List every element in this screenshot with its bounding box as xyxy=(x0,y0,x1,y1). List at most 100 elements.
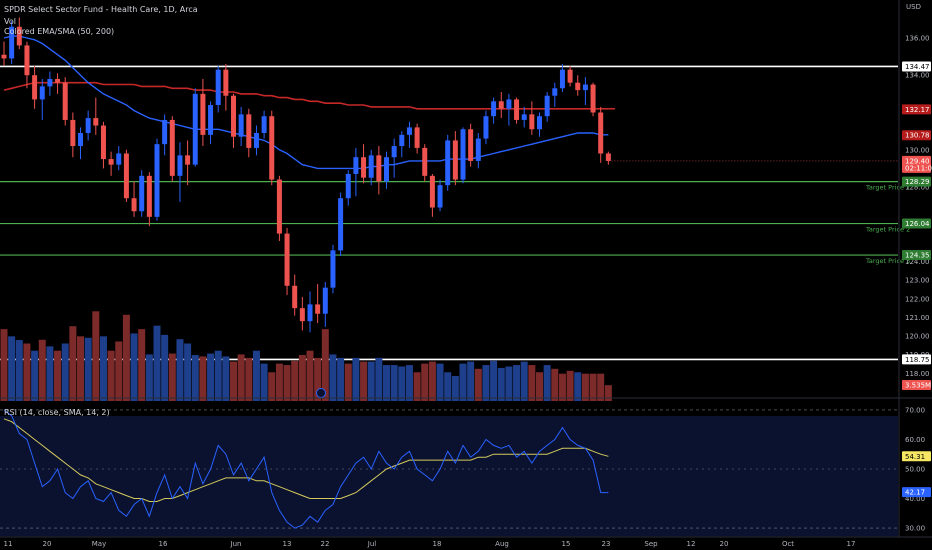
candle-body xyxy=(269,116,275,180)
sma200-line xyxy=(3,81,609,110)
volume-bar xyxy=(436,363,444,401)
volume-bar xyxy=(451,375,459,401)
volume-bar xyxy=(306,350,314,401)
volume-bar xyxy=(199,356,207,401)
candle-body xyxy=(399,134,405,147)
volume-bar xyxy=(176,339,184,401)
volume-bar xyxy=(352,357,360,401)
level-badge-134.47-bg xyxy=(902,61,931,72)
rsi-badge-label: 42.17 xyxy=(905,489,925,497)
volume-bar xyxy=(604,385,612,401)
candle-body xyxy=(215,69,221,106)
candle-body xyxy=(131,198,137,212)
price-tick-label: 122.00 xyxy=(905,295,930,303)
candle-body xyxy=(483,116,489,139)
time-tick-label: Oct xyxy=(782,540,794,548)
price-axis-currency: USD xyxy=(906,3,921,11)
candle-body xyxy=(582,84,588,91)
candle-body xyxy=(246,114,252,148)
volume-bar xyxy=(298,355,306,401)
ema-sma-legend[interactable]: Colored EMA/SMA (50, 200) xyxy=(4,27,115,36)
candle-body xyxy=(292,285,298,309)
candle-body xyxy=(537,116,542,130)
last-price-badge-bg xyxy=(902,155,931,173)
candle-body xyxy=(146,175,152,217)
rsi-tick-label: 40.00 xyxy=(905,495,925,503)
volume-bar xyxy=(337,357,345,401)
volume-bar xyxy=(99,336,107,401)
rsi-tick-label: 60.00 xyxy=(905,436,925,444)
volume-bar xyxy=(459,363,467,401)
candle-body xyxy=(307,304,313,322)
candle-body xyxy=(414,127,420,148)
candle-body xyxy=(299,308,305,322)
price-tick-label: 130.00 xyxy=(905,146,930,154)
candle-body xyxy=(253,132,259,148)
candle-body xyxy=(322,287,328,314)
volume-bar xyxy=(77,336,84,401)
volume-bar xyxy=(558,373,566,401)
candle-body xyxy=(529,114,535,130)
candle-body xyxy=(452,140,458,180)
rsi-ma-badge-label: 54.31 xyxy=(905,453,925,461)
volume-bar xyxy=(107,350,115,401)
volume-bar xyxy=(191,355,199,401)
volume-bar xyxy=(153,325,161,401)
rsi-legend[interactable]: RSI (14, close, SMA, 14, 2) xyxy=(4,408,110,417)
volume-bar xyxy=(474,368,482,401)
candle-body xyxy=(598,112,604,154)
volume-legend[interactable]: Vol xyxy=(4,17,16,26)
volume-bar xyxy=(245,357,253,401)
rsi-scale[interactable]: 70.00 60.00 50.00 40.00 30.00 xyxy=(905,406,925,532)
candle-body xyxy=(223,69,229,96)
volume-bar xyxy=(597,373,605,401)
volume-bar xyxy=(291,360,299,401)
candle-body xyxy=(185,155,191,165)
candle-body xyxy=(16,26,22,46)
volume-bar xyxy=(222,356,230,401)
candle-body xyxy=(544,95,550,117)
symbol-title[interactable]: SPDR Select Sector Fund - Health Care, 1… xyxy=(4,5,198,14)
volume-bar xyxy=(367,361,375,401)
candle-body xyxy=(491,101,497,117)
candle-body xyxy=(55,78,61,83)
time-tick-label: Jul xyxy=(367,540,377,548)
volume-bar xyxy=(15,340,23,401)
volume-bar xyxy=(551,368,559,401)
target-price-tag: Target Price 3 xyxy=(865,257,910,265)
candle-body xyxy=(261,116,267,133)
candle-body xyxy=(192,93,198,165)
rsi-line xyxy=(3,409,609,529)
level-badge-134.47-label: 134.47 xyxy=(905,63,930,71)
candle-body xyxy=(154,144,160,217)
rsi-pane[interactable] xyxy=(0,397,932,537)
candle-body xyxy=(276,179,282,234)
candle-body xyxy=(162,119,168,145)
level-badge-124.35-bg xyxy=(902,250,931,261)
price-scale[interactable]: USD136.00134.00130.00128.00126.00124.001… xyxy=(898,0,930,537)
candle-body xyxy=(284,233,290,286)
time-tick-label: 13 xyxy=(283,540,292,548)
volume-bar xyxy=(566,370,574,401)
time-tick-label: May xyxy=(92,540,106,548)
volume-bar xyxy=(31,350,39,401)
price-pane[interactable]: Target Price 1 Target Price 2 Target Price… xyxy=(0,17,910,361)
candle-body xyxy=(422,147,428,176)
volume-bar xyxy=(161,334,169,401)
time-tick-label: 22 xyxy=(321,540,330,548)
volume-bar xyxy=(260,363,268,401)
candle-body xyxy=(559,69,565,89)
rsi-band-fill xyxy=(0,416,898,537)
time-scale[interactable]: 11 20 May 16 Jun 13 22 Jul 18 Aug 15 23 Sep 12 20 Oct 17 xyxy=(0,536,932,548)
candle-body xyxy=(361,157,367,178)
time-tick-label: 15 xyxy=(562,540,571,548)
volume-bar xyxy=(543,365,551,401)
volume-bar xyxy=(375,357,383,401)
volume-bar xyxy=(536,372,543,401)
price-badges: 134.47 128.29 126.04 124.35 118.75 132.17 130.… xyxy=(902,61,932,498)
candle-body xyxy=(406,127,412,135)
volume-bar xyxy=(283,365,291,401)
price-tick-label: 123.00 xyxy=(905,277,930,285)
time-tick-label: 16 xyxy=(159,540,168,548)
